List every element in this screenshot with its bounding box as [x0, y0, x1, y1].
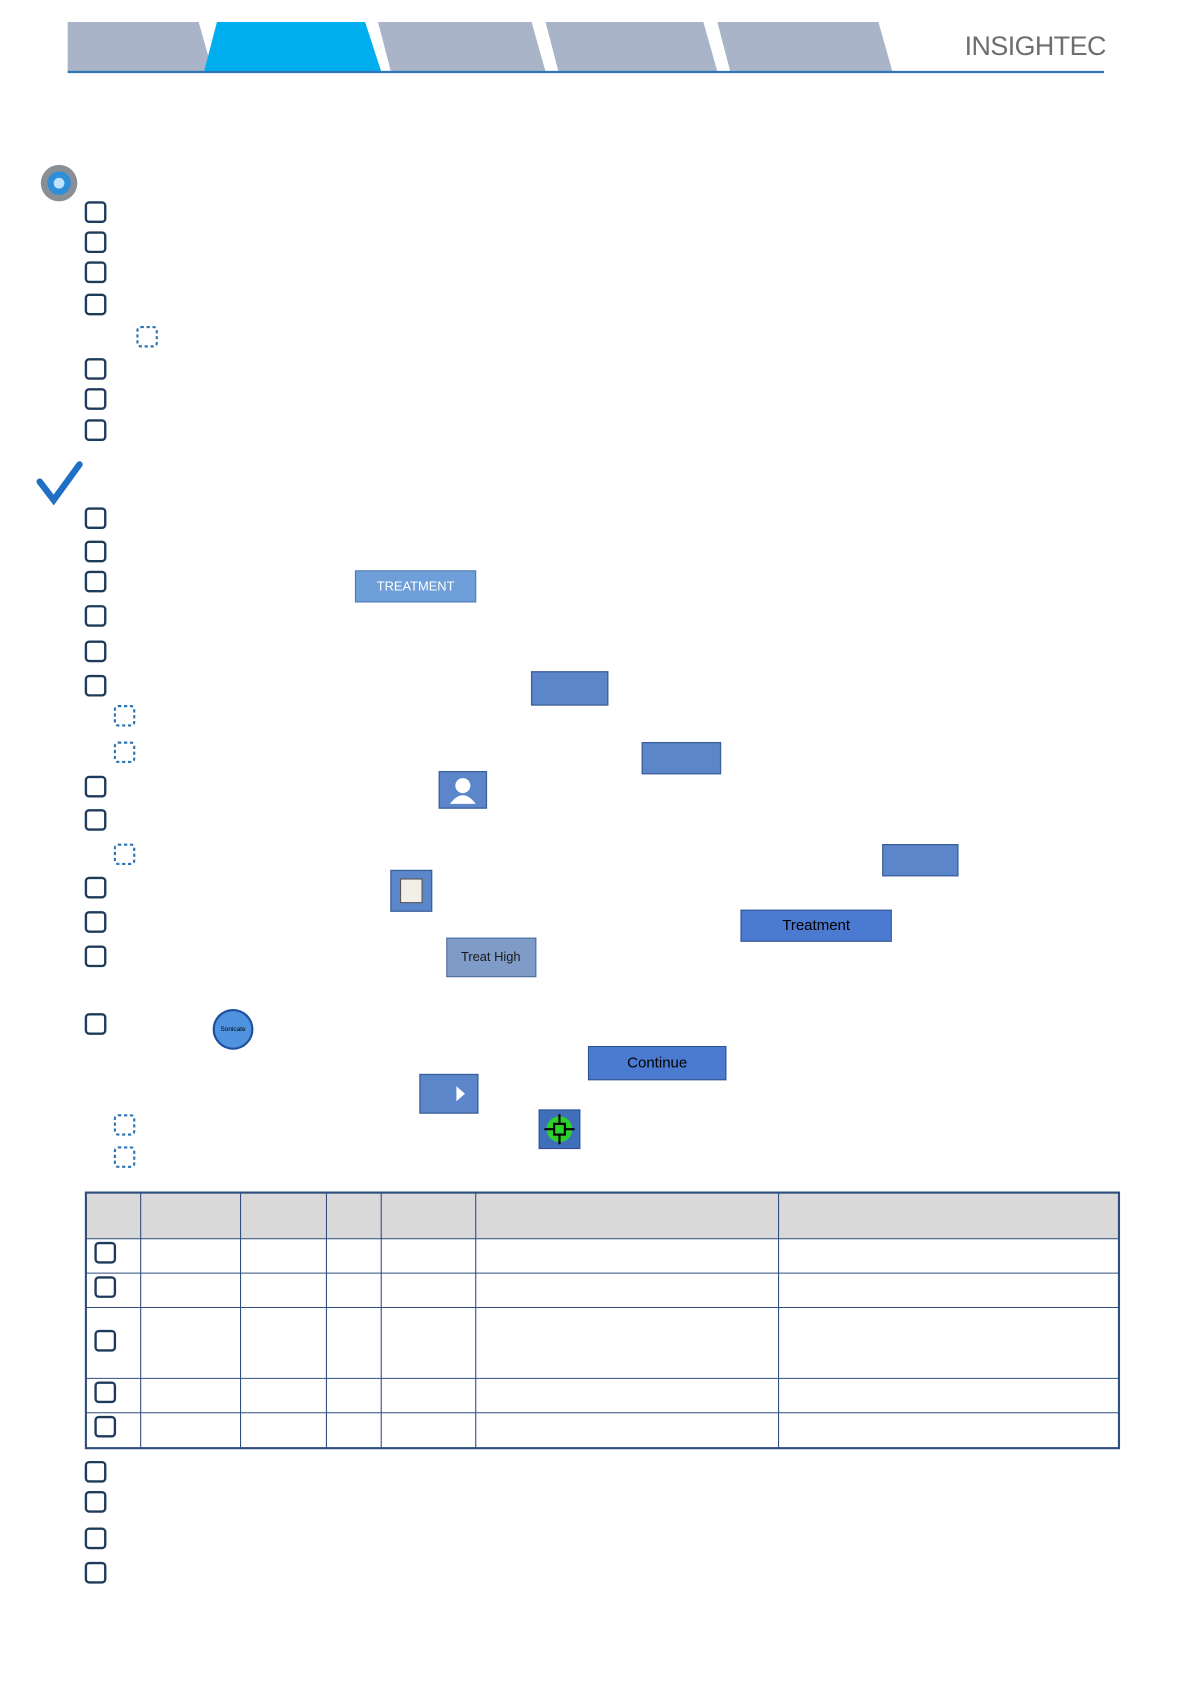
button-label: Treatment — [782, 917, 851, 934]
treatment-button[interactable] — [740, 909, 892, 942]
tab[interactable] — [545, 22, 718, 72]
button-label: Treat High — [461, 949, 521, 964]
continue-button[interactable] — [587, 1045, 727, 1081]
checkbox — [84, 419, 107, 441]
checkbox — [84, 201, 107, 223]
table — [84, 1191, 1121, 1450]
button-label: TREATMENT — [377, 578, 455, 593]
checkbox — [84, 231, 107, 254]
checkbox — [84, 945, 107, 968]
checkbox — [84, 876, 107, 899]
header: INSIGHTEC — [67, 22, 1107, 74]
checkbox — [84, 674, 107, 697]
tab[interactable] — [717, 22, 893, 72]
sub-checkbox — [113, 1114, 136, 1136]
checkbox — [84, 540, 107, 563]
sonicate-button[interactable] — [212, 1008, 254, 1050]
button-label: Continue — [627, 1055, 687, 1072]
checkbox — [84, 570, 107, 593]
checkbox — [84, 293, 107, 316]
checkbox — [94, 1381, 117, 1404]
checkbox — [84, 605, 107, 627]
checkbox — [84, 1527, 107, 1550]
checkbox — [94, 1276, 117, 1298]
buttons: TREATMENT Treatment Treat High Sonicate … — [212, 570, 959, 1150]
icon-button[interactable] — [882, 844, 959, 877]
sub-checkbox — [113, 843, 136, 866]
button-label: Sonicate — [220, 1026, 245, 1033]
list-button[interactable] — [419, 1073, 479, 1114]
checkbox — [94, 1415, 117, 1438]
checkbox — [84, 911, 107, 933]
sub-checkbox — [113, 741, 136, 764]
checkbox — [84, 388, 107, 410]
checklist — [84, 201, 158, 1584]
checkbox — [84, 775, 107, 798]
checkbox — [84, 1491, 107, 1513]
check-icon — [36, 461, 83, 506]
icon-button[interactable] — [530, 671, 609, 706]
icon-button[interactable] — [641, 741, 722, 775]
checkbox — [84, 1561, 107, 1584]
checkbox — [84, 507, 107, 530]
checkbox — [84, 809, 107, 831]
checkbox — [84, 640, 107, 663]
table-border — [84, 1191, 1121, 1450]
checkbox — [94, 1329, 117, 1352]
gear-icon — [40, 164, 78, 202]
logo: INSIGHTEC — [965, 31, 1106, 61]
table-header — [85, 1192, 1119, 1239]
sub-checkbox — [136, 325, 158, 348]
checkbox — [84, 261, 107, 284]
tab[interactable] — [67, 22, 213, 72]
checkbox — [84, 358, 107, 380]
checkbox — [84, 1460, 107, 1483]
treat-high-button[interactable] — [446, 937, 537, 978]
treatment-tab-button[interactable] — [354, 570, 477, 603]
checkbox — [94, 1241, 117, 1264]
tab-active[interactable] — [204, 22, 382, 72]
sub-checkbox — [113, 705, 136, 727]
tab[interactable] — [378, 22, 546, 72]
sub-checkbox — [113, 1146, 136, 1168]
checkbox — [84, 1013, 107, 1035]
